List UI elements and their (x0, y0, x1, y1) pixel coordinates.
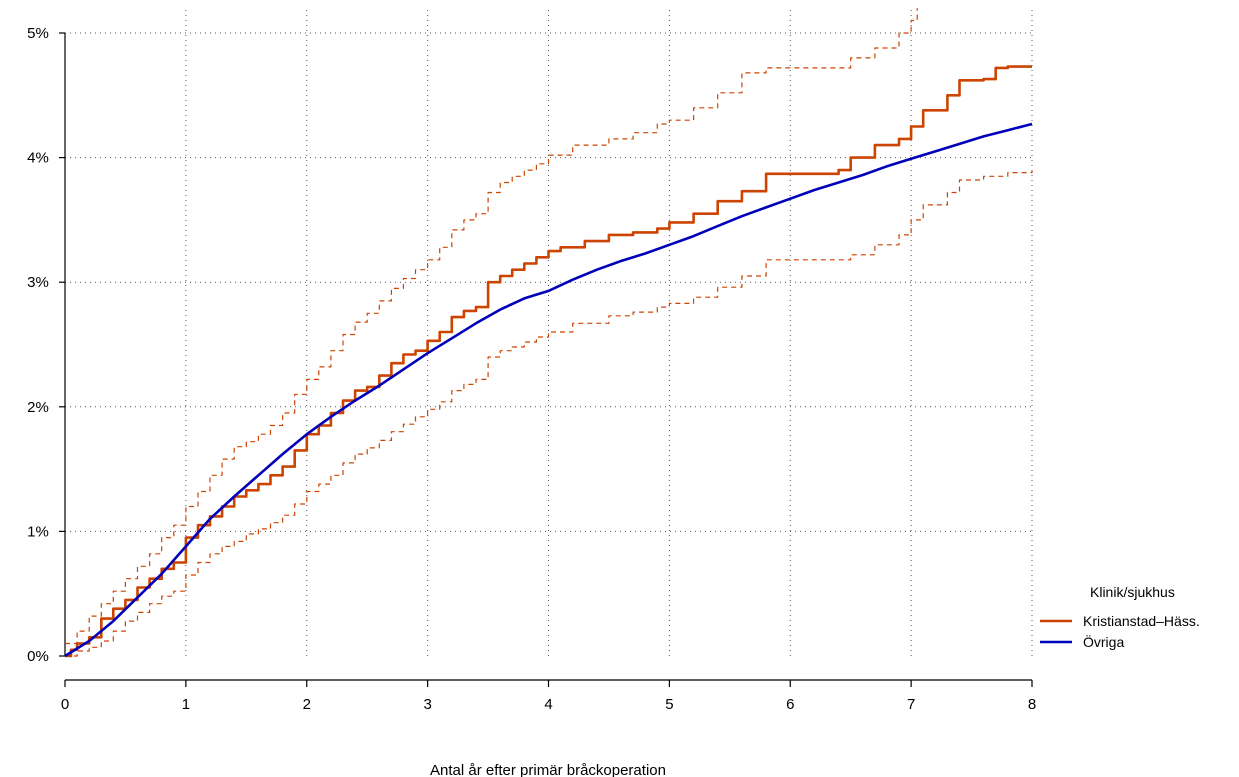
y-tick-label: 0% (27, 648, 49, 665)
legend-label-kristianstad: Kristianstad–Häss. (1083, 613, 1200, 629)
y-tick-label: 1% (27, 523, 49, 540)
y-tick-label: 5% (27, 25, 49, 42)
y-tick-label: 4% (27, 150, 49, 167)
x-tick-label: 6 (786, 696, 794, 713)
x-tick-label: 8 (1028, 696, 1036, 713)
x-tick-label: 1 (182, 696, 190, 713)
x-tick-label: 2 (303, 696, 311, 713)
tick-labels: 0% 1% 2% 3% 4% 5% 0 1 2 3 4 5 6 7 8 (27, 25, 1036, 713)
x-tick-label: 5 (665, 696, 673, 713)
x-tick-label: 3 (423, 696, 431, 713)
x-tick-label: 4 (544, 696, 552, 713)
x-tick-label: 0 (61, 696, 69, 713)
x-axis-title: Antal år efter primär bråckoperation (430, 762, 666, 777)
grid (65, 10, 1033, 656)
x-tick-label: 7 (907, 696, 915, 713)
series-line-3 (64, 122, 1033, 658)
series (64, 8, 1033, 658)
series-line-1 (65, 8, 918, 645)
legend-title: Klinik/sjukhus (1090, 584, 1175, 600)
y-tick-label: 3% (27, 274, 49, 291)
y-tick-label: 2% (27, 399, 49, 416)
legend: Klinik/sjukhus Kristianstad–Häss. Övriga (1040, 584, 1200, 650)
series-line-0 (65, 65, 1032, 658)
series-line-2 (65, 170, 1033, 657)
legend-label-ovriga: Övriga (1083, 633, 1124, 650)
axes (59, 32, 1033, 687)
